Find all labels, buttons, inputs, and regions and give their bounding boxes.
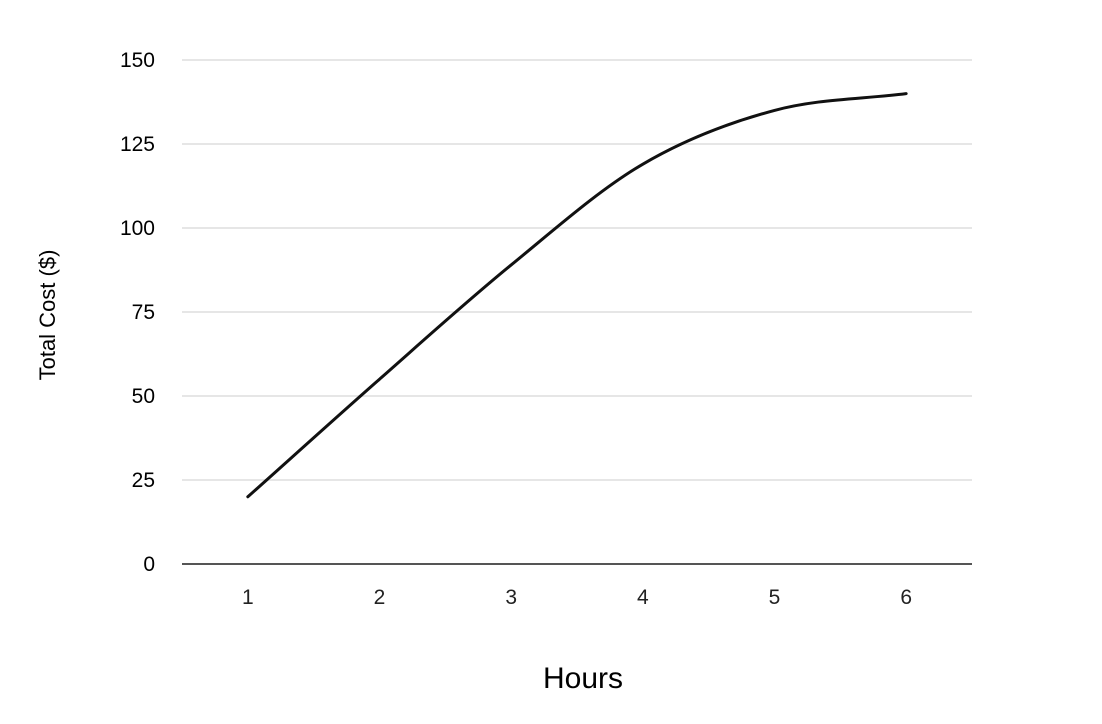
x-tick-label: 6 — [900, 586, 912, 609]
y-tick-label: 75 — [132, 301, 155, 324]
y-tick-label: 25 — [132, 469, 155, 492]
y-tick-label: 50 — [132, 385, 155, 408]
x-axis-title: Hours — [543, 662, 623, 695]
series-line — [246, 92, 908, 499]
y-axis-title: Total Cost ($) — [35, 250, 60, 381]
y-axis-ticks: 0 25 50 75 100 125 150 — [120, 49, 155, 576]
y-tick-label: 100 — [120, 217, 155, 240]
x-tick-label: 5 — [769, 586, 781, 609]
y-tick-label: 0 — [143, 553, 155, 576]
x-tick-label: 1 — [242, 586, 254, 609]
x-tick-label: 4 — [637, 586, 649, 609]
x-tick-label: 3 — [505, 586, 517, 609]
x-axis-ticks: 1 2 3 4 5 6 — [242, 586, 912, 609]
series-layer — [246, 92, 908, 499]
gridlines — [182, 59, 972, 565]
x-tick-label: 2 — [374, 586, 386, 609]
y-tick-label: 150 — [120, 49, 155, 72]
y-tick-label: 125 — [120, 133, 155, 156]
